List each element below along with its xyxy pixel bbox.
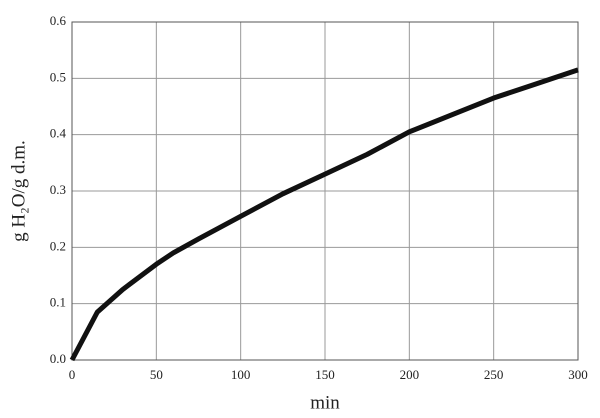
y-axis-title: g H₂O/g d.m. — [8, 140, 29, 242]
y-tick-label: 0.5 — [50, 69, 66, 84]
data-line — [69, 67, 579, 362]
x-tick-label: 100 — [231, 367, 251, 382]
y-tick-label: 0.6 — [50, 13, 67, 28]
x-tick-label: 50 — [150, 367, 163, 382]
y-tick-label: 0.1 — [50, 295, 66, 310]
y-tick-label: 0.4 — [50, 126, 67, 141]
y-tick-label: 0.3 — [50, 182, 66, 197]
x-tick-label: 300 — [568, 367, 588, 382]
x-axis-title: min — [310, 392, 340, 413]
y-tick-label: 0.2 — [50, 238, 66, 253]
y-tick-label: 0.0 — [50, 351, 66, 366]
x-tick-label: 150 — [315, 367, 335, 382]
x-tick-label: 200 — [400, 367, 420, 382]
plot-frame — [71, 21, 579, 361]
x-tick-label: 0 — [69, 367, 76, 382]
x-tick-label: 250 — [484, 367, 504, 382]
